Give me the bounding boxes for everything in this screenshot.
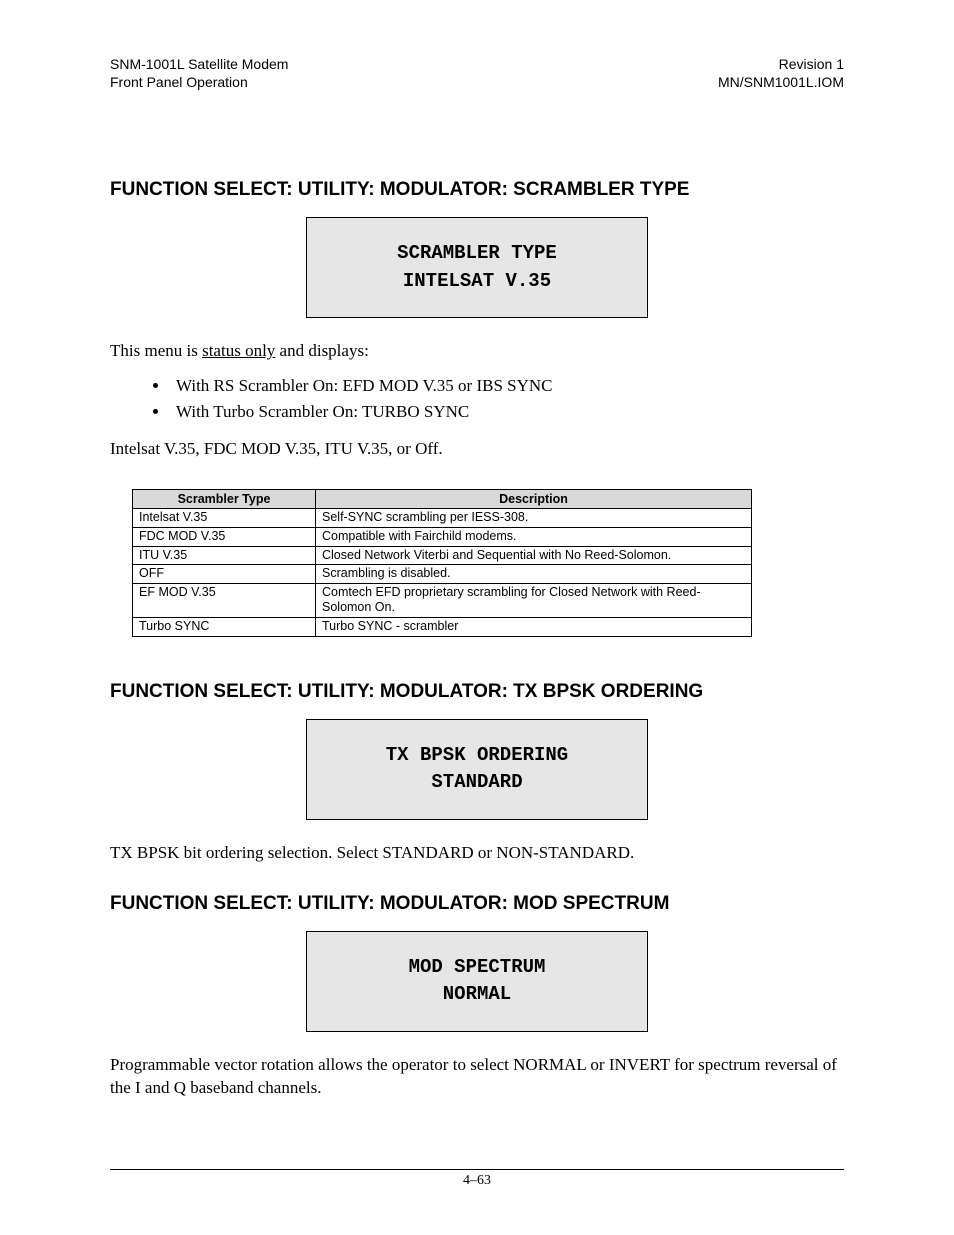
lcd-line: INTELSAT V.35 (317, 268, 637, 296)
table-header-desc: Description (316, 490, 752, 509)
table-cell-type: FDC MOD V.35 (133, 527, 316, 546)
table-row: EF MOD V.35 Comtech EFD proprietary scra… (133, 583, 752, 617)
intro-suffix: and displays: (275, 341, 369, 360)
lcd-line: SCRAMBLER TYPE (317, 240, 637, 268)
header-right: Revision 1 MN/SNM1001L.IOM (718, 55, 844, 91)
header-revision: Revision 1 (718, 55, 844, 73)
table-row: OFF Scrambling is disabled. (133, 565, 752, 584)
header-subtitle: Front Panel Operation (110, 73, 288, 91)
table-row: Intelsat V.35 Self-SYNC scrambling per I… (133, 509, 752, 528)
table-cell-desc: Compatible with Fairchild modems. (316, 527, 752, 546)
section-heading-tx-bpsk: FUNCTION SELECT: UTILITY: MODULATOR: TX … (110, 681, 844, 703)
table-cell-type: ITU V.35 (133, 546, 316, 565)
lcd-tx-bpsk: TX BPSK ORDERING STANDARD (306, 719, 648, 820)
mod-spectrum-body: Programmable vector rotation allows the … (110, 1054, 844, 1100)
table-cell-type: EF MOD V.35 (133, 583, 316, 617)
lcd-line: MOD SPECTRUM (317, 954, 637, 982)
table-header-row: Scrambler Type Description (133, 490, 752, 509)
header-docnum: MN/SNM1001L.IOM (718, 73, 844, 91)
table-header-type: Scrambler Type (133, 490, 316, 509)
table-cell-desc: Closed Network Viterbi and Sequential wi… (316, 546, 752, 565)
lcd-scrambler-type: SCRAMBLER TYPE INTELSAT V.35 (306, 217, 648, 318)
table-cell-type: Intelsat V.35 (133, 509, 316, 528)
table-cell-desc: Turbo SYNC - scrambler (316, 618, 752, 637)
table-row: ITU V.35 Closed Network Viterbi and Sequ… (133, 546, 752, 565)
page-footer: 4–63 (110, 1169, 844, 1189)
section-heading-scrambler-type: FUNCTION SELECT: UTILITY: MODULATOR: SCR… (110, 179, 844, 201)
lcd-line: NORMAL (317, 981, 637, 1009)
table-cell-desc: Comtech EFD proprietary scrambling for C… (316, 583, 752, 617)
lcd-mod-spectrum: MOD SPECTRUM NORMAL (306, 931, 648, 1032)
table-row: FDC MOD V.35 Compatible with Fairchild m… (133, 527, 752, 546)
table-cell-desc: Self-SYNC scrambling per IESS-308. (316, 509, 752, 528)
document-page: SNM-1001L Satellite Modem Front Panel Op… (0, 0, 954, 1235)
header-left: SNM-1001L Satellite Modem Front Panel Op… (110, 55, 288, 91)
options-note: Intelsat V.35, FDC MOD V.35, ITU V.35, o… (110, 438, 844, 461)
scrambler-table: Scrambler Type Description Intelsat V.35… (132, 489, 752, 636)
intro-prefix: This menu is (110, 341, 202, 360)
table-cell-type: OFF (133, 565, 316, 584)
intro-text: This menu is status only and displays: (110, 340, 844, 363)
table-cell-type: Turbo SYNC (133, 618, 316, 637)
bullet-item: With Turbo Scrambler On: TURBO SYNC (170, 399, 844, 425)
table-cell-desc: Scrambling is disabled. (316, 565, 752, 584)
section-heading-mod-spectrum: FUNCTION SELECT: UTILITY: MODULATOR: MOD… (110, 893, 844, 915)
lcd-line: TX BPSK ORDERING (317, 742, 637, 770)
lcd-line: STANDARD (317, 769, 637, 797)
page-header: SNM-1001L Satellite Modem Front Panel Op… (110, 55, 844, 91)
intro-underlined: status only (202, 341, 275, 360)
tx-bpsk-body: TX BPSK bit ordering selection. Select S… (110, 842, 844, 865)
table-row: Turbo SYNC Turbo SYNC - scrambler (133, 618, 752, 637)
header-product: SNM-1001L Satellite Modem (110, 55, 288, 73)
bullet-item: With RS Scrambler On: EFD MOD V.35 or IB… (170, 373, 844, 399)
page-number: 4–63 (463, 1173, 491, 1188)
bullet-list: With RS Scrambler On: EFD MOD V.35 or IB… (110, 373, 844, 424)
